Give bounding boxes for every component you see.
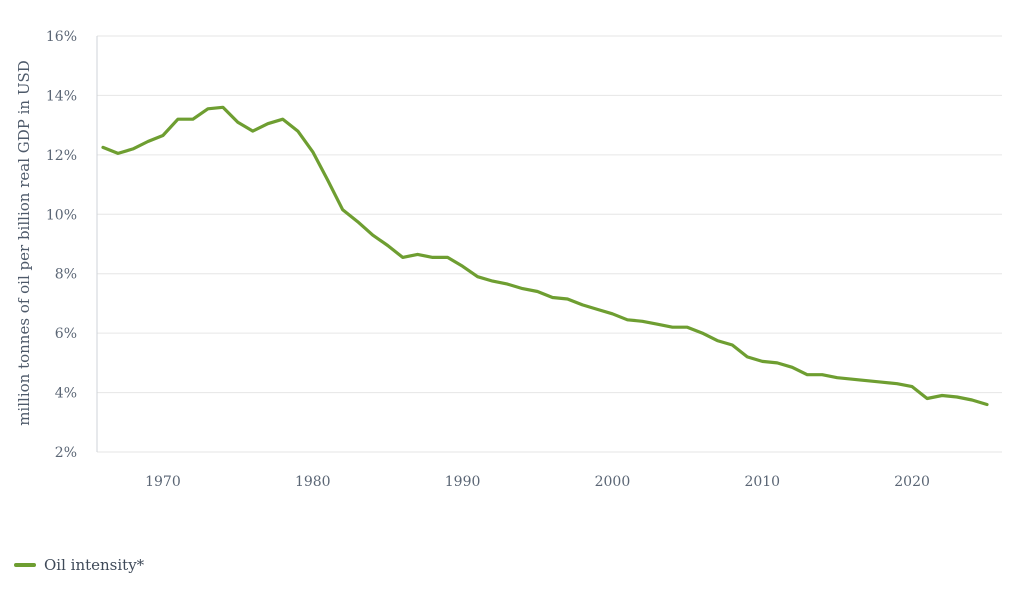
y-tick-label: 6% [55, 326, 77, 342]
y-tick-label: 12% [46, 148, 77, 164]
legend-swatch-oil-intensity [14, 563, 36, 567]
y-axis-ticks: 2% 4% 6% 8% 10% 12% 14% 16% [46, 29, 77, 461]
y-tick-label: 8% [55, 267, 77, 283]
legend-label-oil-intensity: Oil intensity* [44, 556, 145, 574]
series-line-oil-intensity [101, 105, 989, 407]
gridlines [97, 35, 1002, 453]
series-layer [101, 105, 989, 407]
x-tick-label: 2000 [595, 474, 631, 490]
y-tick-label: 14% [46, 88, 77, 104]
x-tick-label: 1990 [445, 474, 481, 490]
y-axis-label: million tonnes of oil per billion real G… [15, 60, 33, 426]
legend: Oil intensity* [14, 556, 144, 574]
x-tick-label: 2010 [744, 474, 780, 490]
x-tick-label: 2020 [894, 474, 930, 490]
y-tick-label: 16% [46, 29, 77, 45]
x-tick-label: 1970 [145, 474, 181, 490]
x-axis-ticks: 1970 1980 1990 2000 2010 2020 [145, 474, 930, 490]
x-tick-label: 1980 [295, 474, 331, 490]
y-tick-label: 4% [55, 386, 77, 402]
y-tick-label: 10% [46, 207, 77, 223]
y-tick-label: 2% [55, 445, 77, 461]
